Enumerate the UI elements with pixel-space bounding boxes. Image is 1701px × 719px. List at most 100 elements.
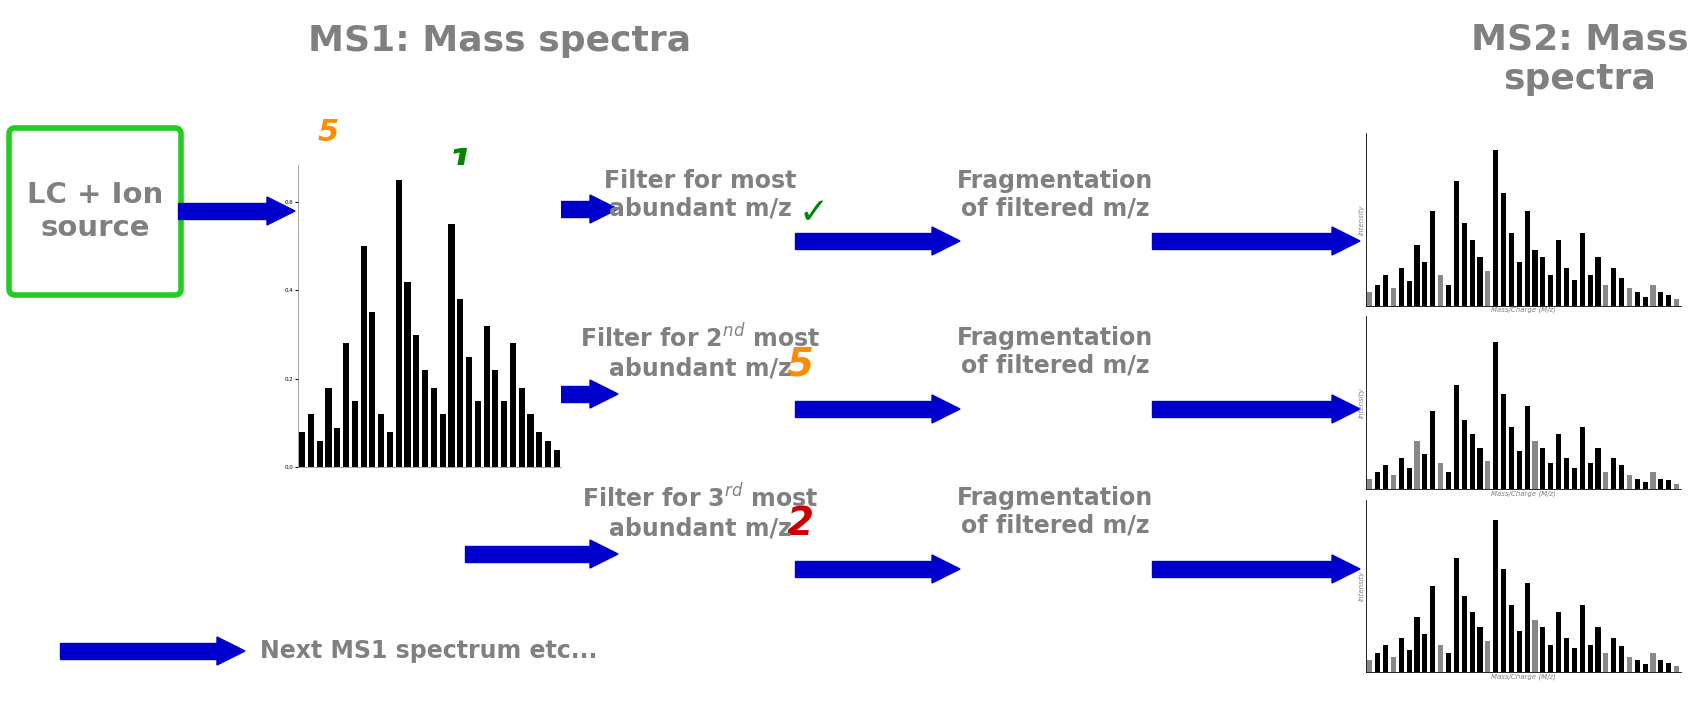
Bar — [1422, 454, 1427, 489]
Bar — [325, 388, 332, 467]
Polygon shape — [1332, 227, 1361, 255]
Bar — [316, 441, 323, 467]
Bar — [1391, 475, 1397, 489]
Bar — [794, 561, 932, 577]
Bar — [344, 344, 349, 467]
Bar — [475, 401, 481, 467]
Bar — [483, 326, 490, 467]
Bar — [1368, 660, 1373, 672]
Polygon shape — [1332, 395, 1361, 423]
Bar — [1643, 664, 1648, 672]
Bar — [386, 432, 393, 467]
Bar — [449, 224, 454, 467]
Bar — [1478, 257, 1483, 306]
Bar — [1437, 463, 1442, 489]
Bar — [464, 201, 590, 217]
Bar — [502, 401, 507, 467]
Bar — [527, 414, 534, 467]
Bar — [1635, 479, 1640, 489]
Bar — [1533, 441, 1538, 489]
Bar — [1493, 342, 1499, 489]
Text: Fragmentation
of filtered m/z: Fragmentation of filtered m/z — [958, 326, 1153, 378]
Bar — [492, 370, 498, 467]
Bar — [1626, 656, 1631, 672]
Bar — [1604, 654, 1609, 672]
Bar — [1398, 267, 1403, 306]
Bar — [1470, 434, 1475, 489]
Bar — [1611, 458, 1616, 489]
Bar — [1485, 462, 1490, 489]
Bar — [1485, 641, 1490, 672]
Bar — [1374, 472, 1380, 489]
Bar — [1383, 645, 1388, 672]
Bar — [794, 401, 932, 417]
Bar — [1619, 646, 1624, 672]
Bar — [352, 401, 357, 467]
Bar — [1556, 240, 1562, 306]
Text: MS1: Mass spectra: MS1: Mass spectra — [308, 24, 692, 58]
Text: Filter for 2$^{nd}$ most
abundant m/z: Filter for 2$^{nd}$ most abundant m/z — [580, 324, 820, 380]
Bar — [1572, 280, 1577, 306]
Bar — [1626, 288, 1631, 306]
Bar — [1407, 468, 1412, 489]
Bar — [1493, 521, 1499, 672]
Text: 1: 1 — [447, 147, 473, 181]
Bar — [1524, 211, 1529, 306]
Bar — [1548, 645, 1553, 672]
Bar — [60, 643, 218, 659]
Bar — [179, 203, 267, 219]
Bar — [1548, 463, 1553, 489]
Bar — [1509, 233, 1514, 306]
Bar — [1580, 233, 1585, 306]
Bar — [1493, 150, 1499, 306]
Bar — [333, 428, 340, 467]
Bar — [1619, 464, 1624, 489]
Bar — [1500, 193, 1505, 306]
Bar — [464, 386, 590, 402]
Bar — [1524, 582, 1529, 672]
Polygon shape — [932, 227, 959, 255]
Bar — [794, 233, 932, 249]
Bar — [1478, 447, 1483, 489]
Bar — [1667, 663, 1672, 672]
Bar — [1431, 211, 1436, 306]
Bar — [1611, 267, 1616, 306]
Bar — [308, 414, 315, 467]
Bar — [1611, 638, 1616, 672]
Text: 2: 2 — [367, 273, 386, 301]
Bar — [1446, 654, 1451, 672]
Bar — [1470, 612, 1475, 672]
Bar — [1563, 458, 1568, 489]
Bar — [1446, 285, 1451, 306]
Bar — [1604, 472, 1609, 489]
Bar — [1437, 645, 1442, 672]
Y-axis label: Intensity: Intensity — [1359, 571, 1364, 601]
Bar — [1587, 463, 1592, 489]
Bar — [536, 432, 543, 467]
Bar — [1635, 292, 1640, 306]
Bar — [1368, 292, 1373, 306]
Polygon shape — [590, 380, 617, 408]
Text: Next MS1 spectrum etc...: Next MS1 spectrum etc... — [260, 639, 597, 663]
Bar — [1437, 275, 1442, 306]
Bar — [1667, 480, 1672, 489]
Bar — [1478, 628, 1483, 672]
Bar — [299, 432, 304, 467]
Bar — [1541, 447, 1546, 489]
Bar — [1470, 240, 1475, 306]
Bar — [430, 388, 437, 467]
Polygon shape — [267, 197, 294, 225]
Bar — [1596, 447, 1601, 489]
Bar — [1658, 292, 1664, 306]
Bar — [1454, 181, 1459, 306]
Bar — [1509, 605, 1514, 672]
Bar — [1643, 297, 1648, 306]
Bar — [1461, 223, 1466, 306]
Bar — [1431, 411, 1436, 489]
Bar — [1619, 278, 1624, 306]
Bar — [1500, 569, 1505, 672]
Bar — [422, 370, 429, 467]
Bar — [1391, 656, 1397, 672]
Bar — [378, 414, 384, 467]
X-axis label: Mass/Charge (M/z): Mass/Charge (M/z) — [1490, 674, 1556, 680]
